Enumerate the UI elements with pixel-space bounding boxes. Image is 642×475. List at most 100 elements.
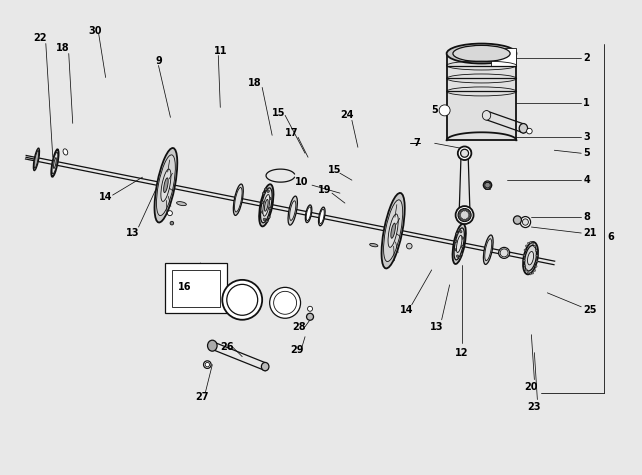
Circle shape	[460, 253, 463, 255]
Text: 5: 5	[583, 148, 590, 158]
Ellipse shape	[439, 105, 450, 116]
Circle shape	[464, 209, 466, 211]
Ellipse shape	[259, 184, 273, 227]
Text: 19: 19	[318, 185, 331, 195]
Circle shape	[534, 245, 536, 247]
Circle shape	[269, 207, 272, 209]
Ellipse shape	[207, 340, 217, 351]
Circle shape	[461, 218, 463, 221]
Ellipse shape	[157, 155, 175, 216]
Circle shape	[499, 247, 510, 258]
Text: 23: 23	[527, 401, 541, 411]
Circle shape	[524, 265, 526, 267]
Ellipse shape	[388, 214, 398, 247]
Text: 9: 9	[155, 56, 162, 66]
Text: 16: 16	[178, 282, 192, 292]
Circle shape	[532, 272, 534, 274]
Ellipse shape	[63, 149, 68, 155]
Circle shape	[268, 197, 271, 200]
Circle shape	[456, 232, 458, 235]
Ellipse shape	[454, 228, 464, 260]
Circle shape	[528, 242, 530, 244]
Text: 26: 26	[220, 342, 234, 352]
Ellipse shape	[528, 251, 534, 265]
Circle shape	[530, 273, 532, 275]
Ellipse shape	[456, 235, 462, 253]
Circle shape	[204, 361, 211, 369]
Circle shape	[525, 245, 528, 247]
Ellipse shape	[381, 193, 404, 268]
Text: 17: 17	[285, 128, 299, 138]
Circle shape	[455, 240, 457, 242]
Ellipse shape	[233, 184, 243, 215]
Circle shape	[464, 219, 466, 221]
Ellipse shape	[526, 128, 532, 134]
Ellipse shape	[288, 196, 297, 225]
Ellipse shape	[177, 201, 186, 206]
Circle shape	[523, 260, 525, 262]
Ellipse shape	[453, 224, 466, 264]
Circle shape	[458, 214, 460, 216]
Ellipse shape	[52, 152, 58, 174]
Circle shape	[530, 241, 532, 243]
Text: 14: 14	[99, 192, 112, 202]
Circle shape	[456, 206, 474, 224]
Circle shape	[461, 237, 464, 239]
Circle shape	[500, 249, 508, 257]
Ellipse shape	[261, 188, 272, 223]
Ellipse shape	[485, 239, 492, 261]
Circle shape	[308, 306, 313, 311]
Bar	[173, 270, 220, 307]
Ellipse shape	[523, 242, 538, 275]
Ellipse shape	[523, 219, 528, 225]
Circle shape	[523, 254, 525, 256]
Circle shape	[458, 209, 471, 221]
Text: 3: 3	[583, 133, 590, 142]
Text: 1: 1	[583, 98, 590, 108]
Circle shape	[525, 269, 527, 271]
Ellipse shape	[519, 124, 528, 133]
Circle shape	[458, 229, 460, 231]
Ellipse shape	[234, 188, 242, 212]
Circle shape	[462, 246, 464, 248]
Ellipse shape	[155, 148, 177, 222]
Ellipse shape	[482, 111, 490, 120]
Ellipse shape	[520, 217, 530, 228]
Ellipse shape	[318, 207, 325, 226]
Circle shape	[468, 211, 471, 214]
Bar	[492, 48, 516, 66]
Ellipse shape	[34, 151, 39, 168]
Text: 28: 28	[292, 322, 306, 332]
Circle shape	[458, 146, 471, 160]
Circle shape	[468, 217, 471, 219]
Text: 15: 15	[272, 108, 286, 118]
Text: 25: 25	[583, 305, 596, 315]
Circle shape	[268, 216, 270, 218]
Ellipse shape	[290, 201, 296, 220]
Circle shape	[261, 201, 264, 204]
Ellipse shape	[53, 158, 56, 169]
Circle shape	[261, 211, 264, 213]
Circle shape	[459, 211, 462, 214]
Circle shape	[455, 248, 457, 251]
Circle shape	[265, 188, 267, 190]
Circle shape	[306, 314, 313, 320]
Text: 13: 13	[429, 322, 443, 332]
Text: 7: 7	[413, 138, 420, 148]
Circle shape	[263, 218, 266, 221]
Ellipse shape	[391, 223, 395, 238]
Circle shape	[406, 243, 412, 249]
Text: 14: 14	[400, 305, 413, 315]
Bar	[166, 263, 227, 313]
Circle shape	[263, 192, 265, 195]
Ellipse shape	[227, 285, 257, 315]
Ellipse shape	[270, 287, 300, 318]
Circle shape	[458, 256, 461, 259]
Text: 4: 4	[583, 175, 590, 185]
Circle shape	[466, 218, 469, 221]
Text: 12: 12	[455, 348, 468, 358]
Circle shape	[456, 255, 459, 257]
Text: 18: 18	[56, 43, 69, 53]
Text: 2: 2	[583, 53, 590, 63]
Bar	[447, 54, 516, 140]
